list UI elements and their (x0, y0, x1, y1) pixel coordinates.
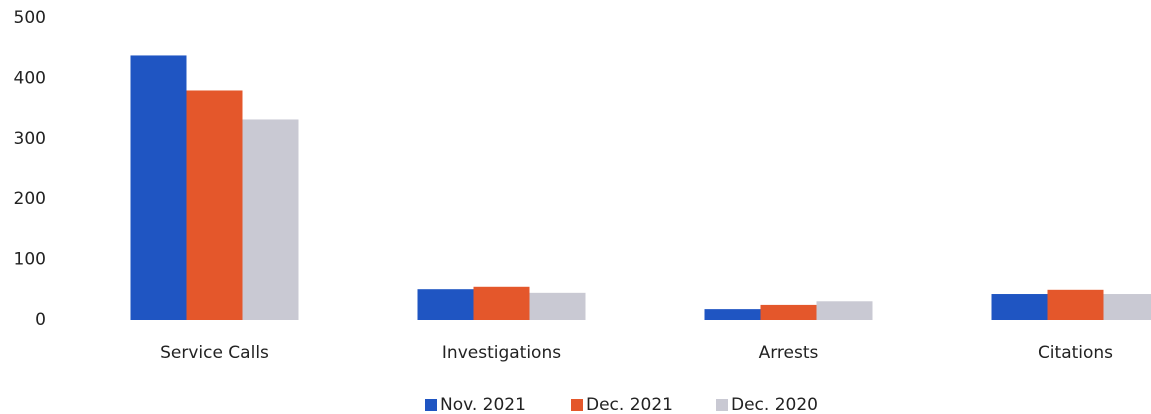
bar (760, 304, 817, 320)
legend-label: Dec. 2021 (586, 395, 673, 414)
legend-swatch (716, 399, 728, 411)
legend-label: Dec. 2020 (731, 395, 818, 414)
y-tick-label: 400 (14, 68, 46, 88)
y-tick-label: 100 (14, 250, 46, 270)
legend-swatch (571, 399, 583, 411)
bar (473, 286, 530, 320)
bar (704, 309, 761, 320)
y-tick-label: 0 (35, 310, 46, 330)
bar (1047, 289, 1104, 320)
bar (417, 289, 474, 320)
bar (816, 301, 873, 320)
bar (242, 119, 299, 320)
bar (529, 292, 586, 320)
bar (130, 55, 187, 320)
x-tick-label: Citations (1038, 343, 1113, 363)
y-tick-label: 500 (14, 8, 46, 28)
x-tick-label: Service Calls (160, 343, 269, 363)
bar (1103, 294, 1151, 320)
bar (186, 90, 243, 320)
x-tick-label: Investigations (442, 343, 561, 363)
legend-swatch (425, 399, 437, 411)
legend-label: Nov. 2021 (440, 395, 526, 414)
y-tick-label: 300 (14, 129, 46, 149)
y-tick-label: 200 (14, 189, 46, 209)
x-tick-label: Arrests (759, 343, 819, 363)
bar (991, 294, 1048, 320)
